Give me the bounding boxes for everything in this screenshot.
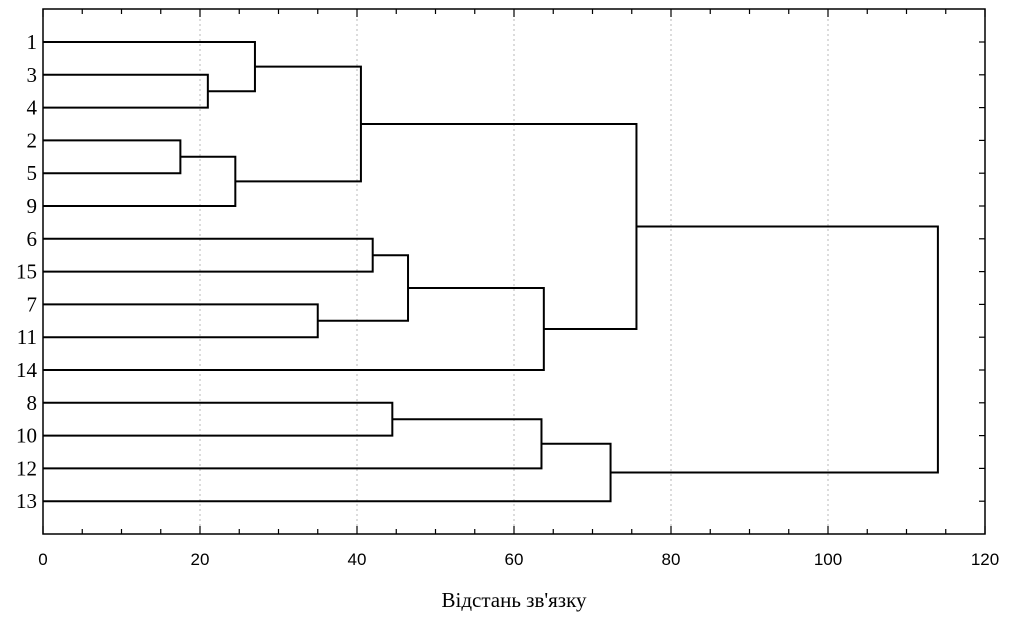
leaf-label: 3 [27, 63, 38, 87]
x-tick-label: 100 [814, 550, 842, 569]
leaf-label: 13 [16, 489, 37, 513]
merge-link-c14 [610, 225, 939, 474]
dendrogram-links [43, 41, 939, 503]
x-tick-label: 40 [348, 550, 367, 569]
x-tick-label: 20 [191, 550, 210, 569]
x-tick-label: 80 [662, 550, 681, 569]
leaf-label: 6 [27, 227, 38, 251]
leaf-label: 12 [16, 456, 37, 480]
merge-link-c9 [317, 254, 410, 322]
merge-link-c13 [360, 123, 638, 330]
x-tick-labels: 0 20 40 60 80 100 120 [38, 550, 999, 569]
leaf-label: 14 [16, 358, 38, 382]
leaf-label: 11 [17, 325, 37, 349]
merge-link-c12 [43, 442, 612, 503]
x-tick-label: 120 [971, 550, 999, 569]
leaf-label: 1 [27, 30, 38, 54]
merge-link-c3 [43, 155, 237, 207]
leaf-label: 7 [27, 292, 38, 316]
merge-link-c4 [43, 41, 256, 93]
leaf-label: 9 [27, 194, 38, 218]
leaf-label: 2 [27, 128, 38, 152]
leaf-label: 8 [27, 391, 38, 415]
merge-link-c11 [43, 287, 545, 371]
leaf-label: 15 [16, 260, 37, 284]
merge-link-c10 [43, 418, 543, 470]
merge-link-c7 [43, 237, 374, 273]
x-tick-label: 60 [505, 550, 524, 569]
leaf-label: 10 [16, 424, 37, 448]
leaf-label: 5 [27, 161, 38, 185]
x-tick-label: 0 [38, 550, 47, 569]
merge-link-c1 [43, 139, 182, 175]
x-axis-title: Відстань зв'язку [441, 588, 587, 612]
merge-link-c5 [43, 303, 319, 339]
merge-link-c8 [43, 401, 394, 437]
merge-link-c2 [43, 73, 209, 109]
leaf-label: 4 [27, 96, 38, 120]
